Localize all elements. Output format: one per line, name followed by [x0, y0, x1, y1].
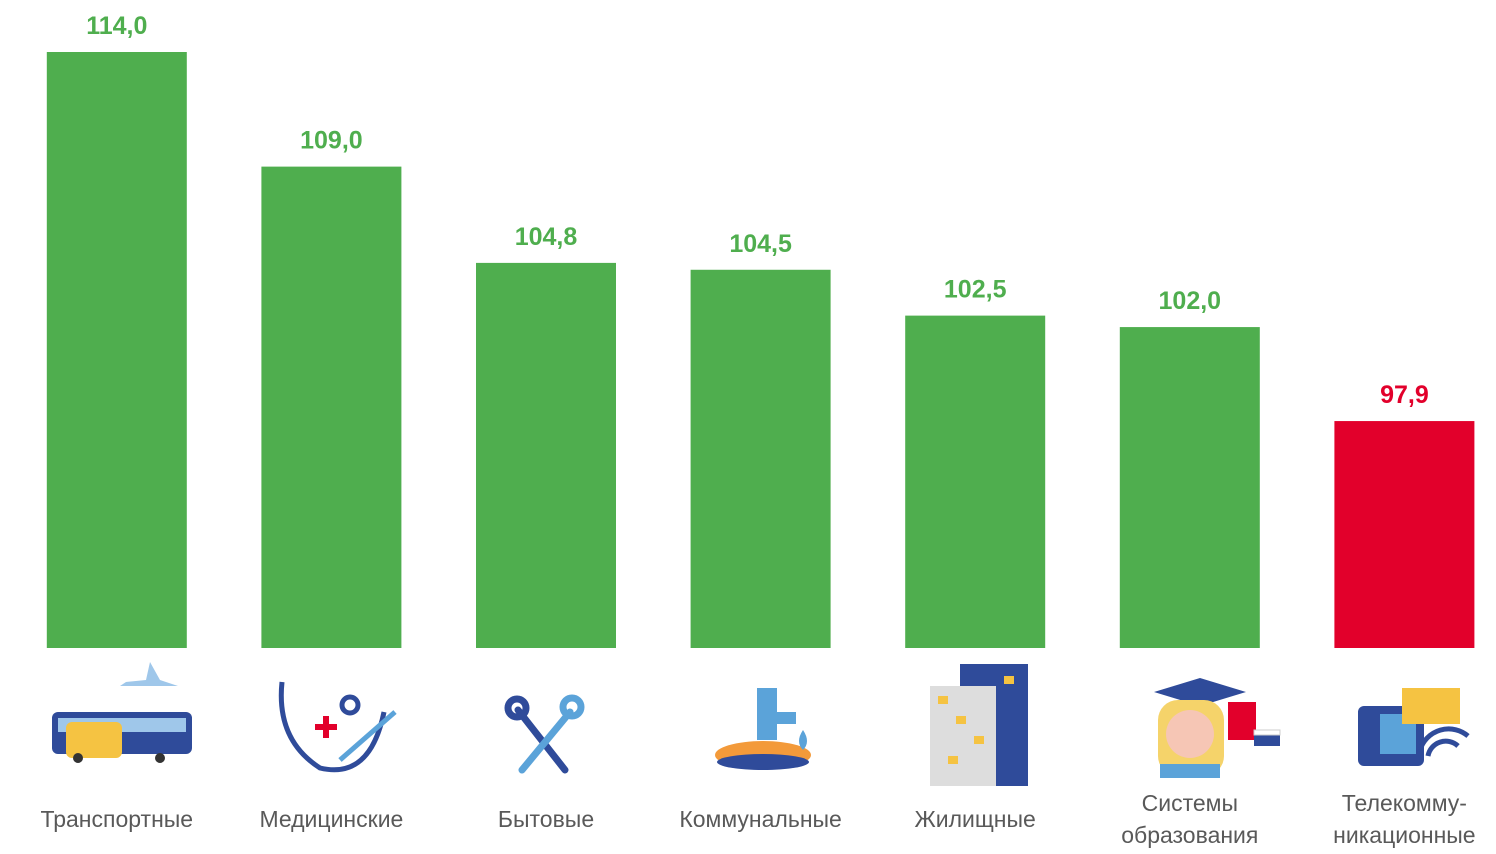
icon-education: [1154, 678, 1280, 778]
category-label: Транспортные: [10, 784, 224, 854]
bar: [476, 263, 616, 648]
icon-communal: [715, 688, 811, 770]
value-label: 97,9: [1380, 381, 1429, 409]
icons: [52, 662, 1468, 786]
bar: [691, 270, 831, 648]
category-label: Коммунальные: [654, 784, 868, 854]
bar: [905, 316, 1045, 648]
value-label: 104,5: [729, 230, 792, 258]
category-label: Системы образования: [1083, 784, 1297, 854]
bar: [47, 52, 187, 648]
bar: [261, 167, 401, 648]
bar: [1120, 327, 1260, 648]
icon-medical: [281, 682, 395, 770]
value-label: 102,5: [944, 276, 1007, 304]
value-label: 102,0: [1159, 287, 1222, 315]
value-label: 104,8: [515, 223, 578, 251]
icon-transport: [52, 662, 192, 763]
category-label: Медицинские: [224, 784, 438, 854]
page: {"chart_data": {"type": "bar", "categori…: [0, 0, 1496, 850]
category-label: Жилищные: [868, 784, 1082, 854]
category-label: Телекомму- никационные: [1297, 784, 1496, 854]
icon-housing: [930, 664, 1028, 786]
icon-telecom: [1358, 688, 1468, 766]
icon-household: [508, 698, 581, 770]
value-label: 114,0: [86, 12, 147, 40]
category-label: Бытовые: [439, 784, 653, 854]
chart: 114,0 109,0 104,8 104,5 102,5 102,0 97,9: [0, 0, 1496, 850]
bar: [1334, 421, 1474, 648]
value-label: 109,0: [300, 127, 363, 155]
